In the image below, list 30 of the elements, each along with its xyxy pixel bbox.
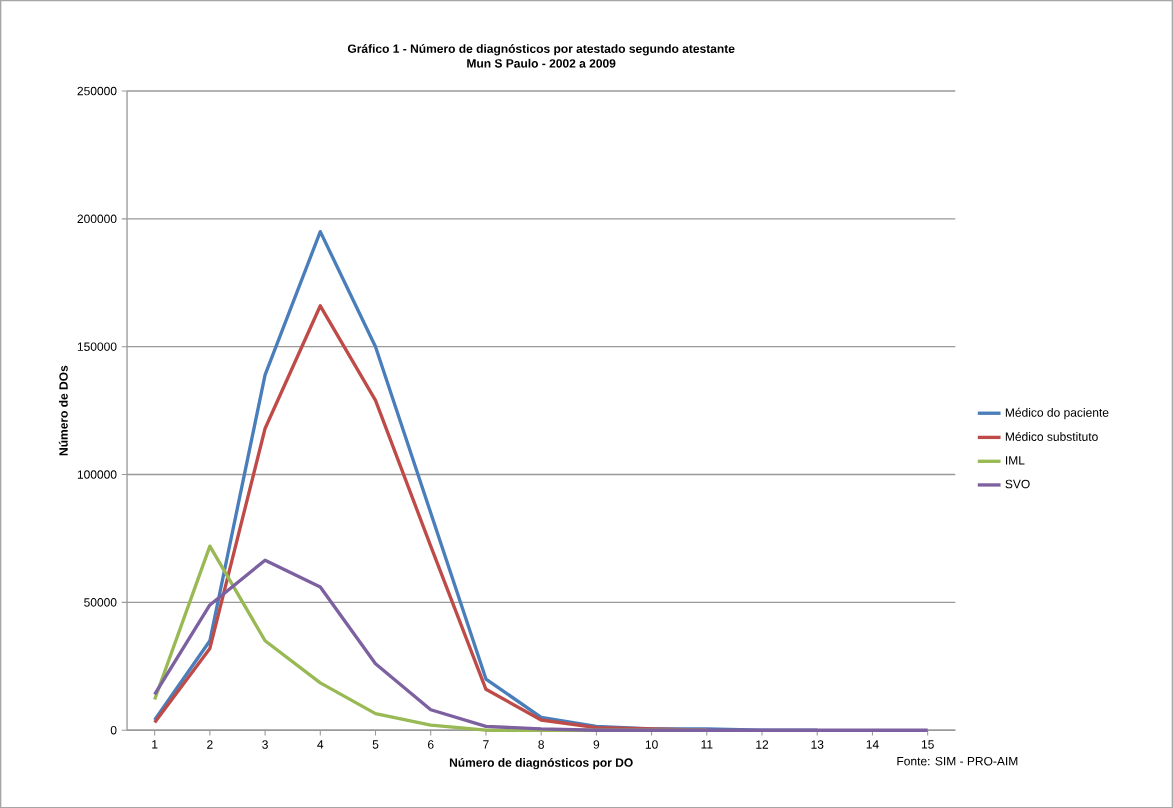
source-note: Fonte: SIM - PRO-AIM (897, 756, 1018, 766)
legend-label: IML (1006, 456, 1025, 465)
y-tick-label: 200000 (77, 214, 117, 224)
x-tick-label: 12 (756, 740, 769, 749)
y-axis-title: Número de DOs (58, 365, 68, 456)
x-tick-label: 4 (317, 740, 324, 749)
legend-label: Médico do paciente (1005, 407, 1109, 420)
y-tick-label: 50000 (84, 598, 117, 607)
legend-label: SVO (1005, 479, 1030, 489)
x-tick-label: 8 (538, 740, 544, 749)
y-tick-label: 150000 (77, 342, 117, 351)
x-tick-label: 1 (152, 740, 158, 749)
x-tick-label: 5 (372, 740, 379, 749)
x-tick-label: 6 (428, 740, 434, 749)
x-tick-label: 9 (593, 740, 600, 749)
x-tick-label: 10 (645, 740, 658, 749)
chart-title: Gráfico 1 - Número de diagnósticos por atestado segundo atestante (347, 43, 735, 56)
y-tick-label: 100000 (77, 470, 117, 479)
x-axis-title: Número de diagnósticos por DO (449, 757, 633, 770)
x-tick-label: 14 (866, 740, 879, 749)
chart-subtitle: Mun S Paulo - 2002 a 2009 (467, 58, 616, 68)
x-tick-label: 3 (262, 740, 268, 749)
x-tick-label: 2 (207, 740, 213, 749)
y-tick-label: 0 (110, 725, 117, 735)
y-tick-label: 250000 (77, 86, 117, 96)
x-tick-label: 13 (811, 740, 824, 749)
x-tick-label: 11 (701, 740, 713, 749)
legend-label: Médico substituto (1005, 431, 1098, 441)
x-tick-label: 15 (921, 740, 934, 749)
x-tick-label: 7 (483, 740, 489, 749)
